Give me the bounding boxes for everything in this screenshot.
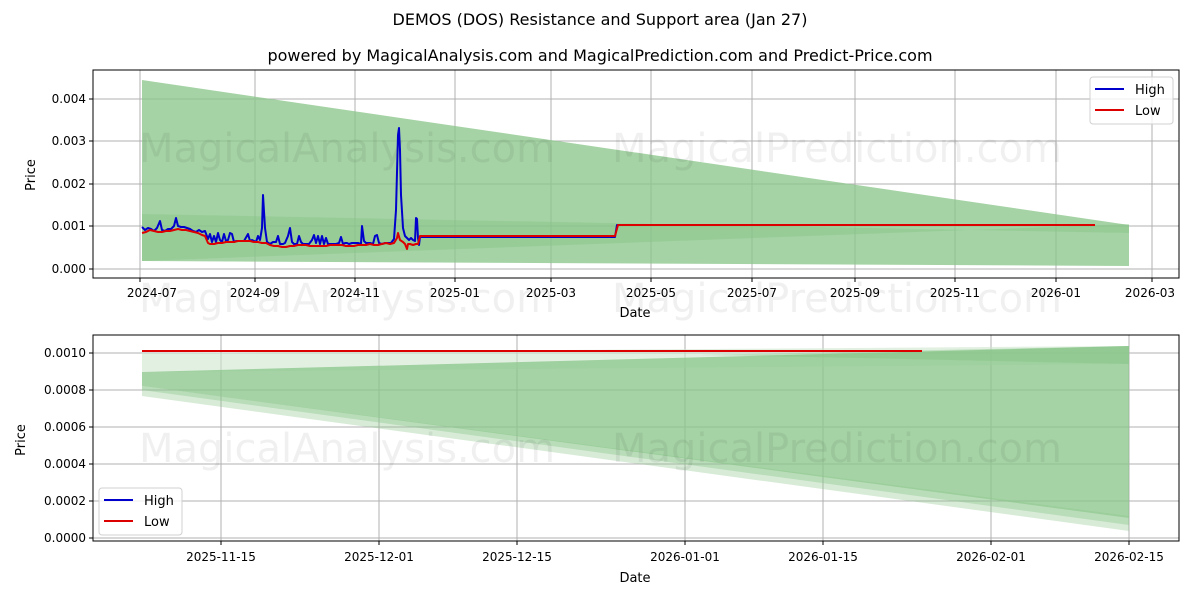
top-x-axis: 2024-07 2024-09 2024-11 2025-01 2025-03 … <box>127 278 1175 300</box>
legend-high-label: High <box>144 494 174 509</box>
top-chart: MagicalAnalysis.com MagicalPrediction.co… <box>24 69 1180 322</box>
bottom-y-tick-label: 0.0010 <box>44 346 86 360</box>
top-x-tick-label: 2025-03 <box>526 286 576 300</box>
bottom-chart: MagicalAnalysis.com MagicalPrediction.co… <box>14 334 1180 586</box>
top-x-tick-label: 2024-11 <box>330 286 380 300</box>
bottom-outer-band <box>142 386 1129 531</box>
bottom-x-tick-label: 2025-12-01 <box>344 550 414 564</box>
top-x-tick-label: 2025-01 <box>430 286 480 300</box>
bottom-y-tick-label: 0.0008 <box>44 383 86 397</box>
bottom-y-tick-label: 0.0006 <box>44 420 86 434</box>
watermark-analysis-bottom: MagicalAnalysis.com <box>139 426 555 472</box>
bottom-y-tick-label: 0.0004 <box>44 457 86 471</box>
bottom-x-tick-label: 2026-01-01 <box>650 550 720 564</box>
top-x-tick-label: 2024-09 <box>230 286 280 300</box>
top-narrow-band <box>142 214 1129 261</box>
top-x-tick-label: 2025-09 <box>830 286 880 300</box>
bottom-y-tick-label: 0.0002 <box>44 494 86 508</box>
bottom-y-tick-label: 0.0000 <box>44 531 86 545</box>
top-y-tick-label: 0.002 <box>52 177 86 191</box>
bottom-x-tick-label: 2025-11-15 <box>186 550 256 564</box>
top-y-tick-label: 0.001 <box>52 219 86 233</box>
top-high-line <box>141 127 1095 246</box>
top-x-tick-label: 2025-11 <box>930 286 980 300</box>
top-x-tick-label: 2025-07 <box>727 286 777 300</box>
bottom-axes-frame <box>92 334 1180 542</box>
bottom-x-tick-label: 2026-02-15 <box>1094 550 1164 564</box>
bottom-main-band <box>142 346 1129 518</box>
bottom-y-axis: 0.0000 0.0002 0.0004 0.0006 0.0008 0.001… <box>44 346 93 545</box>
watermark-prediction-mid: MagicalPrediction.com <box>612 276 1062 322</box>
bottom-x-tick-label: 2026-02-01 <box>956 550 1026 564</box>
bottom-legend: High Low <box>98 487 183 536</box>
watermark-analysis-top: MagicalAnalysis.com <box>139 126 555 172</box>
top-y-axis-label: Price <box>24 159 39 191</box>
watermark-prediction-top: MagicalPrediction.com <box>612 126 1062 172</box>
bottom-x-tick-label: 2026-01-15 <box>788 550 858 564</box>
top-x-tick-label: 2024-07 <box>127 286 177 300</box>
legend-low-label: Low <box>144 515 170 530</box>
bottom-x-axis-label: Date <box>619 571 650 586</box>
top-y-tick-label: 0.003 <box>52 134 86 148</box>
top-wide-band <box>142 80 1129 266</box>
top-x-axis-label: Date <box>619 306 650 321</box>
chart-subtitle: powered by MagicalAnalysis.com and Magic… <box>267 46 933 65</box>
top-y-tick-label: 0.004 <box>52 92 86 106</box>
top-y-axis: 0.000 0.001 0.002 0.003 0.004 <box>52 92 93 276</box>
legend-low-label: Low <box>1135 104 1161 119</box>
bottom-y-axis-label: Price <box>14 424 29 456</box>
bottom-x-tick-label: 2025-12-15 <box>482 550 552 564</box>
bottom-dark-band <box>700 346 1129 364</box>
watermark-analysis-mid: MagicalAnalysis.com <box>139 276 555 322</box>
top-x-tick-label: 2026-03 <box>1125 286 1175 300</box>
chart-title: DEMOS (DOS) Resistance and Support area … <box>392 10 808 29</box>
top-axes-frame <box>92 69 1180 279</box>
top-y-tick-label: 0.000 <box>52 262 86 276</box>
bottom-mid-band <box>142 386 1129 525</box>
top-x-tick-label: 2026-01 <box>1031 286 1081 300</box>
top-low-line <box>141 224 1095 250</box>
legend-high-label: High <box>1135 83 1165 98</box>
watermark-prediction-bottom: MagicalPrediction.com <box>612 426 1062 472</box>
bottom-x-axis: 2025-11-15 2025-12-01 2025-12-15 2026-01… <box>186 541 1164 564</box>
top-legend: High Low <box>1089 76 1174 125</box>
top-x-tick-label: 2025-05 <box>626 286 676 300</box>
